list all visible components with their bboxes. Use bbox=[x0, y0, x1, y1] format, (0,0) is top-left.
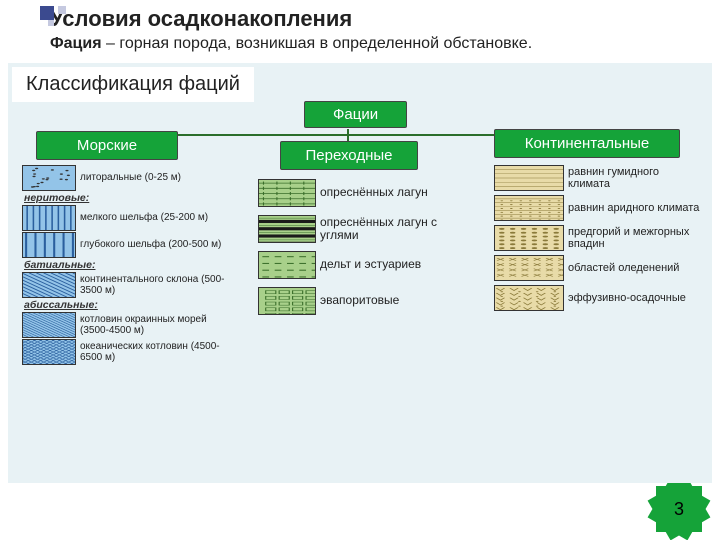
swatch bbox=[22, 272, 76, 298]
swatch bbox=[494, 285, 564, 311]
legend-row: литоральные (0-25 м) bbox=[22, 165, 232, 191]
classification-chart: Классификация фаций Фации Морские Перехо… bbox=[8, 63, 712, 483]
swatch bbox=[258, 179, 316, 207]
legend-row: опреснённых лагун с углями bbox=[258, 215, 478, 243]
legend-label: предгорий и межгорных впадин bbox=[568, 226, 704, 250]
legend-row: мелкого шельфа (25-200 м) bbox=[22, 205, 232, 231]
group-label: неритовые: bbox=[24, 192, 232, 204]
legend-label: опреснённых лагун bbox=[320, 186, 428, 199]
marine-column: литоральные (0-25 м) неритовые: мелкого ше… bbox=[22, 165, 232, 366]
legend-row: эвапоритовые bbox=[258, 287, 478, 315]
deco-square bbox=[58, 6, 66, 14]
legend-row: континентального склона (500-3500 м) bbox=[22, 272, 232, 298]
swatch bbox=[22, 312, 76, 338]
swatch bbox=[22, 165, 76, 191]
legend-row: предгорий и межгорных впадин bbox=[494, 225, 704, 251]
group-label: абиссальные: bbox=[24, 299, 232, 311]
definition-line: Фация – горная порода, возникшая в опред… bbox=[50, 34, 670, 55]
legend-label: эвапоритовые bbox=[320, 294, 399, 307]
chart-title: Классификация фаций bbox=[12, 67, 254, 102]
legend-label: эффузивно-осадочные bbox=[568, 292, 686, 304]
swatch bbox=[22, 232, 76, 258]
legend-label: опреснённых лагун с углями bbox=[320, 216, 478, 242]
swatch bbox=[258, 215, 316, 243]
legend-row: глубокого шельфа (200-500 м) bbox=[22, 232, 232, 258]
category-marine: Морские bbox=[36, 131, 178, 160]
legend-row: равнин гумидного климата bbox=[494, 165, 704, 191]
definition: – горная порода, возникшая в определенно… bbox=[102, 35, 533, 52]
transitional-column: опреснённых лагун опреснённых лагун с угл… bbox=[258, 179, 478, 323]
swatch bbox=[494, 195, 564, 221]
deco-square bbox=[40, 6, 54, 20]
deco-square bbox=[48, 20, 54, 26]
swatch bbox=[258, 287, 316, 315]
legend-label: котловин окраинных морей (3500-4500 м) bbox=[80, 314, 232, 336]
legend-label: равнин гумидного климата bbox=[568, 166, 704, 190]
page-number: 3 bbox=[674, 499, 684, 520]
legend-row: океанических котловин (4500-6500 м) bbox=[22, 339, 232, 365]
legend-row: равнин аридного климата bbox=[494, 195, 704, 221]
page-number-badge: 3 bbox=[656, 486, 702, 532]
legend-row: эффузивно-осадочные bbox=[494, 285, 704, 311]
legend-label: областей оледенений bbox=[568, 262, 679, 274]
continental-column: равнин гумидного климата равнин аридного … bbox=[494, 165, 704, 315]
legend-row: областей оледенений bbox=[494, 255, 704, 281]
legend-label: мелкого шельфа (25-200 м) bbox=[80, 212, 208, 223]
legend-label: равнин аридного климата bbox=[568, 202, 699, 214]
swatch bbox=[494, 165, 564, 191]
root-node: Фации bbox=[304, 101, 407, 128]
category-continental: Континентальные bbox=[494, 129, 680, 158]
legend-label: глубокого шельфа (200-500 м) bbox=[80, 239, 221, 250]
swatch bbox=[494, 255, 564, 281]
swatch bbox=[22, 205, 76, 231]
page-title: Условия осадконакопления bbox=[50, 6, 670, 32]
legend-row: опреснённых лагун bbox=[258, 179, 478, 207]
legend-label: океанических котловин (4500-6500 м) bbox=[80, 341, 232, 363]
legend-row: дельт и эстуариев bbox=[258, 251, 478, 279]
swatch bbox=[22, 339, 76, 365]
legend-label: дельт и эстуариев bbox=[320, 258, 421, 271]
legend-row: котловин окраинных морей (3500-4500 м) bbox=[22, 312, 232, 338]
category-transitional: Переходные bbox=[280, 141, 418, 170]
term: Фация bbox=[50, 35, 102, 52]
swatch bbox=[494, 225, 564, 251]
swatch bbox=[258, 251, 316, 279]
legend-label: континентального склона (500-3500 м) bbox=[80, 274, 232, 296]
legend-label: литоральные (0-25 м) bbox=[80, 172, 181, 183]
group-label: батиальные: bbox=[24, 259, 232, 271]
header: Условия осадконакопления Фация – горная … bbox=[0, 0, 720, 59]
